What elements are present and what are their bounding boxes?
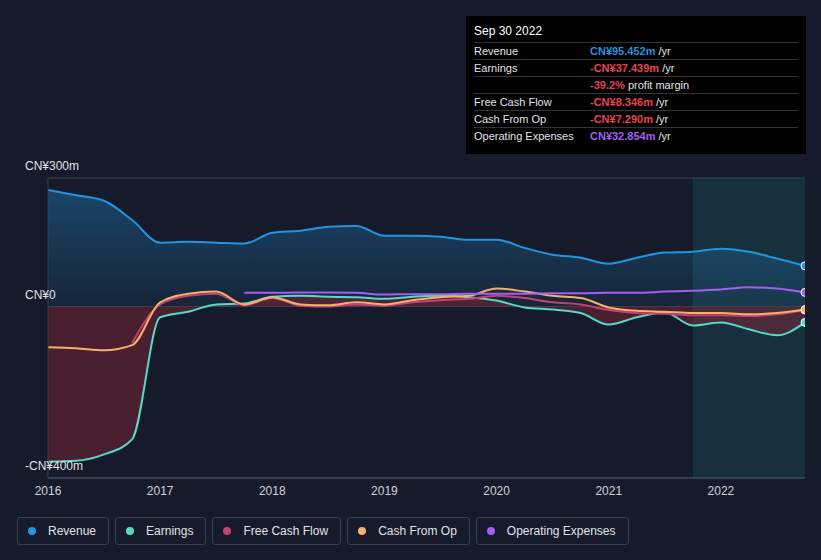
html-text:CN¥32.854m /yr: CN¥32.854m /yr <box>590 130 671 142</box>
html-text:Free Cash Flow: Free Cash Flow <box>474 96 552 108</box>
svg-text:2022: 2022 <box>708 484 735 498</box>
svg-text:2016: 2016 <box>35 484 62 498</box>
html-text:Earnings: Earnings <box>474 62 518 74</box>
html-text:Earnings: Earnings <box>146 524 194 538</box>
html-text:-CN¥37.439m /yr: -CN¥37.439m /yr <box>590 62 675 74</box>
svg-text:CN¥300m: CN¥300m <box>25 159 79 173</box>
svg-text:-CN¥400m: -CN¥400m <box>25 459 83 473</box>
html-text:Free Cash Flow: Free Cash Flow <box>243 524 329 538</box>
html-text:-CN¥8.346m /yr: -CN¥8.346m /yr <box>590 96 669 108</box>
svg-text:2017: 2017 <box>147 484 174 498</box>
svg-text:2018: 2018 <box>259 484 286 498</box>
html-text:Sep 30 2022: Sep 30 2022 <box>474 24 543 38</box>
svg-text:2021: 2021 <box>595 484 622 498</box>
svg-text:2019: 2019 <box>371 484 398 498</box>
html-text:-CN¥7.290m /yr: -CN¥7.290m /yr <box>590 113 669 125</box>
svg-text:CN¥0: CN¥0 <box>25 288 56 302</box>
html-text:Operating Expenses: Operating Expenses <box>474 130 574 142</box>
html-text:Revenue: Revenue <box>474 45 518 57</box>
html-text:CN¥95.452m /yr: CN¥95.452m /yr <box>590 45 671 57</box>
svg-text:2020: 2020 <box>483 484 510 498</box>
html-text:Operating Expenses: Operating Expenses <box>506 524 616 538</box>
html-text:-39.2% profit margin: -39.2% profit margin <box>590 79 690 91</box>
html-text:Revenue: Revenue <box>48 524 96 538</box>
html-text:Cash From Op: Cash From Op <box>378 524 457 538</box>
html-text:Cash From Op: Cash From Op <box>474 113 547 125</box>
